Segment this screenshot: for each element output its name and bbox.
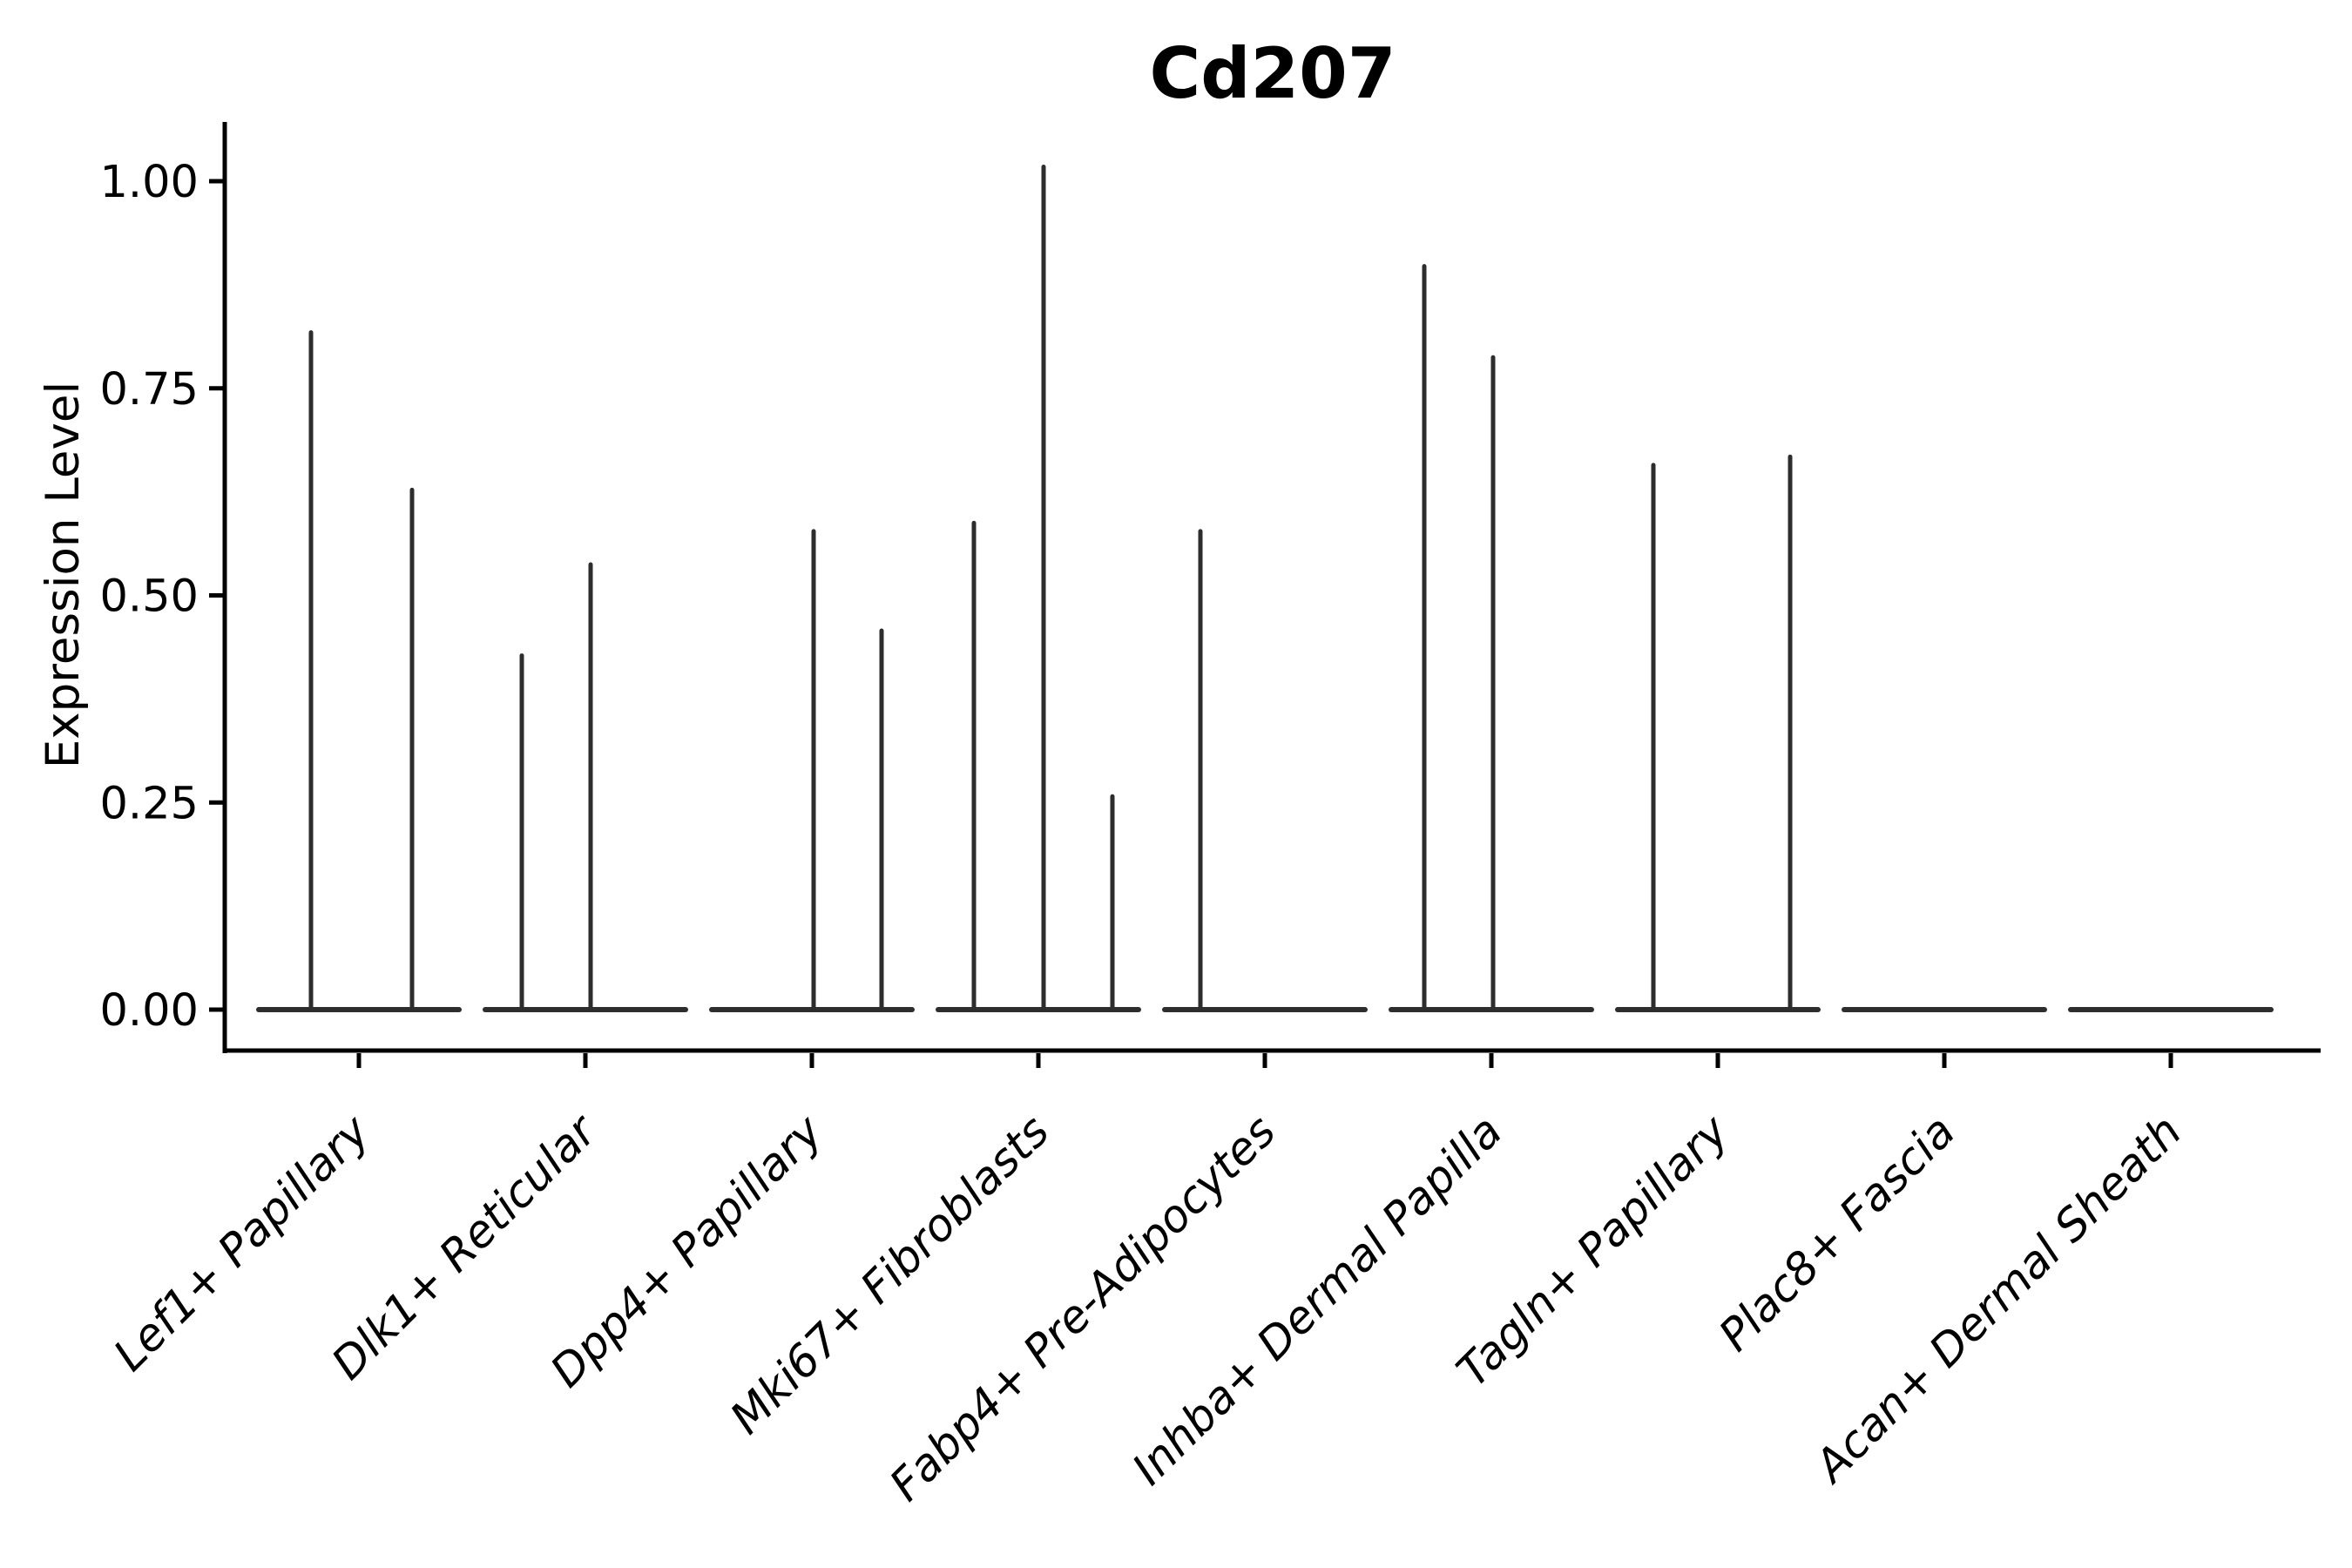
chart-title: Cd207 — [1150, 33, 1396, 114]
y-axis-ticks: 1.00 0.75 0.50 0.25 0.00 — [99, 157, 225, 1037]
violins-layer — [256, 164, 2274, 1012]
axes — [222, 122, 2321, 1053]
y-tick-label: 0.50 — [99, 571, 199, 623]
violin-spike — [1198, 529, 1203, 1010]
x-tick-label: Inhba+ Dermal Papilla — [1123, 1105, 1512, 1495]
violin-spike — [519, 653, 524, 1010]
violin-group — [1842, 1007, 2047, 1012]
violin-baseline — [2068, 1007, 2274, 1012]
x-tick-label: Plac8+ Fascia — [1710, 1105, 1966, 1362]
violin-baseline — [1389, 1007, 1594, 1012]
violin-group — [1615, 454, 1821, 1012]
violin-spike — [971, 520, 977, 1010]
violin-baseline — [256, 1007, 462, 1012]
violin-spike — [409, 487, 415, 1010]
x-tick-label: Fabp4+ Pre-Adipocytes — [881, 1105, 1287, 1511]
violin-spike — [1788, 454, 1793, 1010]
violin-baseline — [1615, 1007, 1821, 1012]
violin-spike — [1422, 264, 1427, 1010]
violin-group — [2068, 1007, 2274, 1012]
x-tick-label: Acan+ Dermal Sheath — [1804, 1105, 2192, 1493]
violin-baseline — [1162, 1007, 1368, 1012]
violin-group — [1389, 264, 1594, 1012]
violin-group — [709, 529, 915, 1012]
violin-spike — [879, 628, 884, 1010]
violin-group — [936, 164, 1141, 1012]
y-tick-label: 0.75 — [99, 364, 199, 416]
violin-spike — [588, 562, 593, 1010]
violin-spike — [1041, 164, 1046, 1010]
violin-baseline — [1842, 1007, 2047, 1012]
violin-group — [1162, 529, 1368, 1012]
y-tick-label: 0.00 — [99, 985, 199, 1037]
violin-spike — [1490, 355, 1496, 1010]
violin-baseline — [483, 1007, 688, 1012]
y-tick-label: 1.00 — [99, 157, 199, 208]
violin-spike — [308, 330, 314, 1010]
violin-baseline — [709, 1007, 915, 1012]
violin-spike — [1110, 794, 1115, 1010]
violin-spike — [811, 529, 816, 1010]
y-tick-label: 0.25 — [99, 778, 199, 829]
violin-spike — [1651, 463, 1656, 1010]
violin-baseline — [936, 1007, 1141, 1012]
y-axis-title: Expression Level — [37, 382, 90, 768]
violin-group — [256, 330, 462, 1012]
violin-group — [483, 562, 688, 1012]
